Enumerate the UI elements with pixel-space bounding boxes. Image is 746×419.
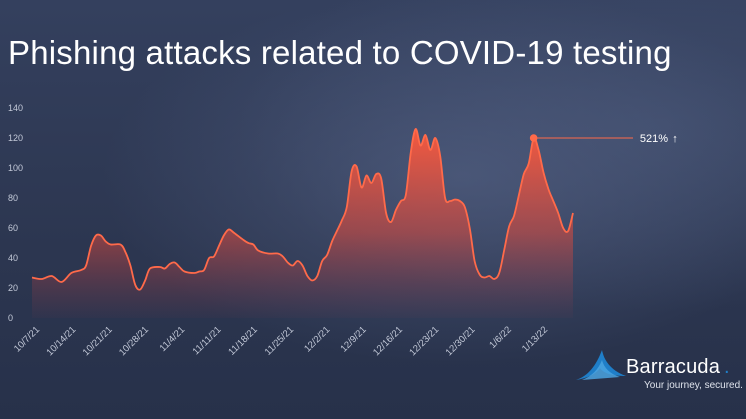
x-tick-label: 12/2/21 bbox=[302, 324, 332, 354]
barracuda-logo: Barracuda. Your journey, secured. bbox=[574, 346, 746, 396]
x-tick-label: 12/16/21 bbox=[371, 324, 405, 358]
y-tick-label: 100 bbox=[8, 163, 23, 173]
x-tick-label: 10/7/21 bbox=[12, 324, 42, 354]
y-tick-label: 60 bbox=[8, 223, 18, 233]
annotation-marker bbox=[529, 134, 538, 142]
x-tick-label: 10/14/21 bbox=[44, 324, 78, 358]
x-tick-label: 10/28/21 bbox=[117, 324, 151, 358]
x-tick-label: 11/18/21 bbox=[226, 324, 259, 357]
x-tick-label: 1/6/22 bbox=[487, 324, 513, 350]
brand-trademark-dot: . bbox=[724, 356, 730, 378]
y-tick-label: 0 bbox=[8, 313, 13, 323]
barracuda-wave-icon bbox=[576, 350, 626, 380]
x-tick-label: 11/11/21 bbox=[191, 324, 224, 357]
x-tick-label: 12/9/21 bbox=[338, 324, 368, 354]
brand-name: Barracuda bbox=[626, 356, 721, 378]
brand-tagline: Your journey, secured. bbox=[644, 380, 743, 391]
y-tick-label: 20 bbox=[8, 283, 18, 293]
x-tick-label: 1/13/22 bbox=[520, 324, 550, 354]
up-arrow-icon: ↑ bbox=[672, 133, 678, 145]
x-axis-ticks: 10/7/21 10/14/21 10/21/21 10/28/21 11/4/21 11… bbox=[12, 324, 550, 358]
y-tick-label: 40 bbox=[8, 253, 18, 263]
y-axis-ticks: 0 20 40 60 80 100 120 140 bbox=[8, 103, 23, 323]
chart-title: Phishing attacks related to COVID-19 tes… bbox=[8, 34, 672, 71]
x-tick-label: 12/23/21 bbox=[407, 324, 441, 358]
series-area bbox=[32, 128, 573, 318]
x-tick-label: 11/25/21 bbox=[263, 324, 296, 357]
x-tick-label: 10/21/21 bbox=[81, 324, 115, 358]
series-line bbox=[31, 128, 574, 291]
y-tick-label: 120 bbox=[8, 133, 23, 143]
y-tick-label: 140 bbox=[8, 103, 23, 113]
x-tick-label: 11/4/21 bbox=[158, 324, 188, 354]
x-tick-label: 12/30/21 bbox=[444, 324, 478, 358]
annotation-label: 521% bbox=[640, 133, 668, 145]
y-tick-label: 80 bbox=[8, 193, 18, 203]
